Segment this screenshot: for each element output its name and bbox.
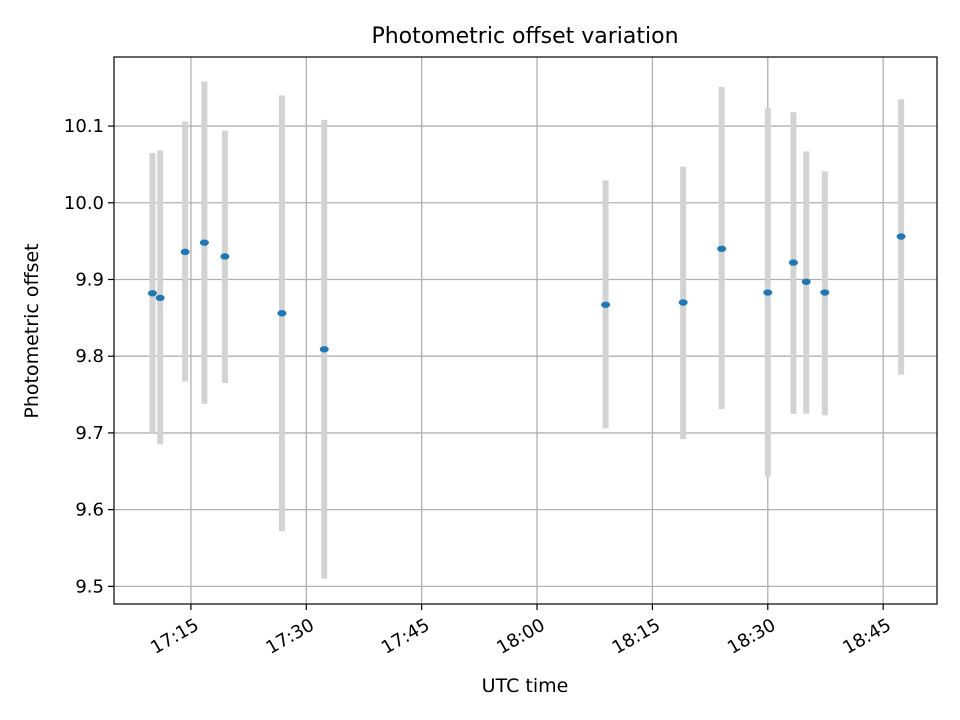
y-tick-label: 10.1 (64, 116, 104, 137)
y-tick-label: 10.0 (64, 193, 104, 214)
y-axis-label: Photometric offset (21, 243, 43, 418)
data-points (147, 233, 906, 353)
data-point (788, 259, 798, 266)
data-point (678, 299, 688, 306)
y-tick-label: 9.9 (75, 269, 104, 290)
y-axis-ticks: 9.5 9.6 9.7 9.8 9.9 10.0 10.1 (64, 116, 114, 597)
data-point (717, 245, 727, 252)
y-tick-label: 9.5 (75, 576, 104, 597)
y-tick-label: 9.7 (75, 423, 104, 444)
data-point (763, 289, 773, 296)
data-point (199, 239, 209, 246)
y-tick-label: 9.6 (75, 500, 104, 521)
y-tick-label: 9.8 (75, 346, 104, 367)
data-point (155, 294, 165, 302)
plot-area-frame (113, 56, 938, 605)
x-axis-label: UTC time (482, 675, 569, 697)
data-point (220, 253, 230, 260)
data-point (319, 346, 329, 353)
chart-title: Photometric offset variation (371, 24, 678, 49)
data-point (147, 290, 157, 297)
data-point (180, 248, 190, 256)
data-point (896, 233, 906, 240)
data-point (277, 310, 287, 317)
data-point (820, 289, 830, 296)
data-point (801, 278, 811, 285)
data-point (601, 301, 611, 308)
